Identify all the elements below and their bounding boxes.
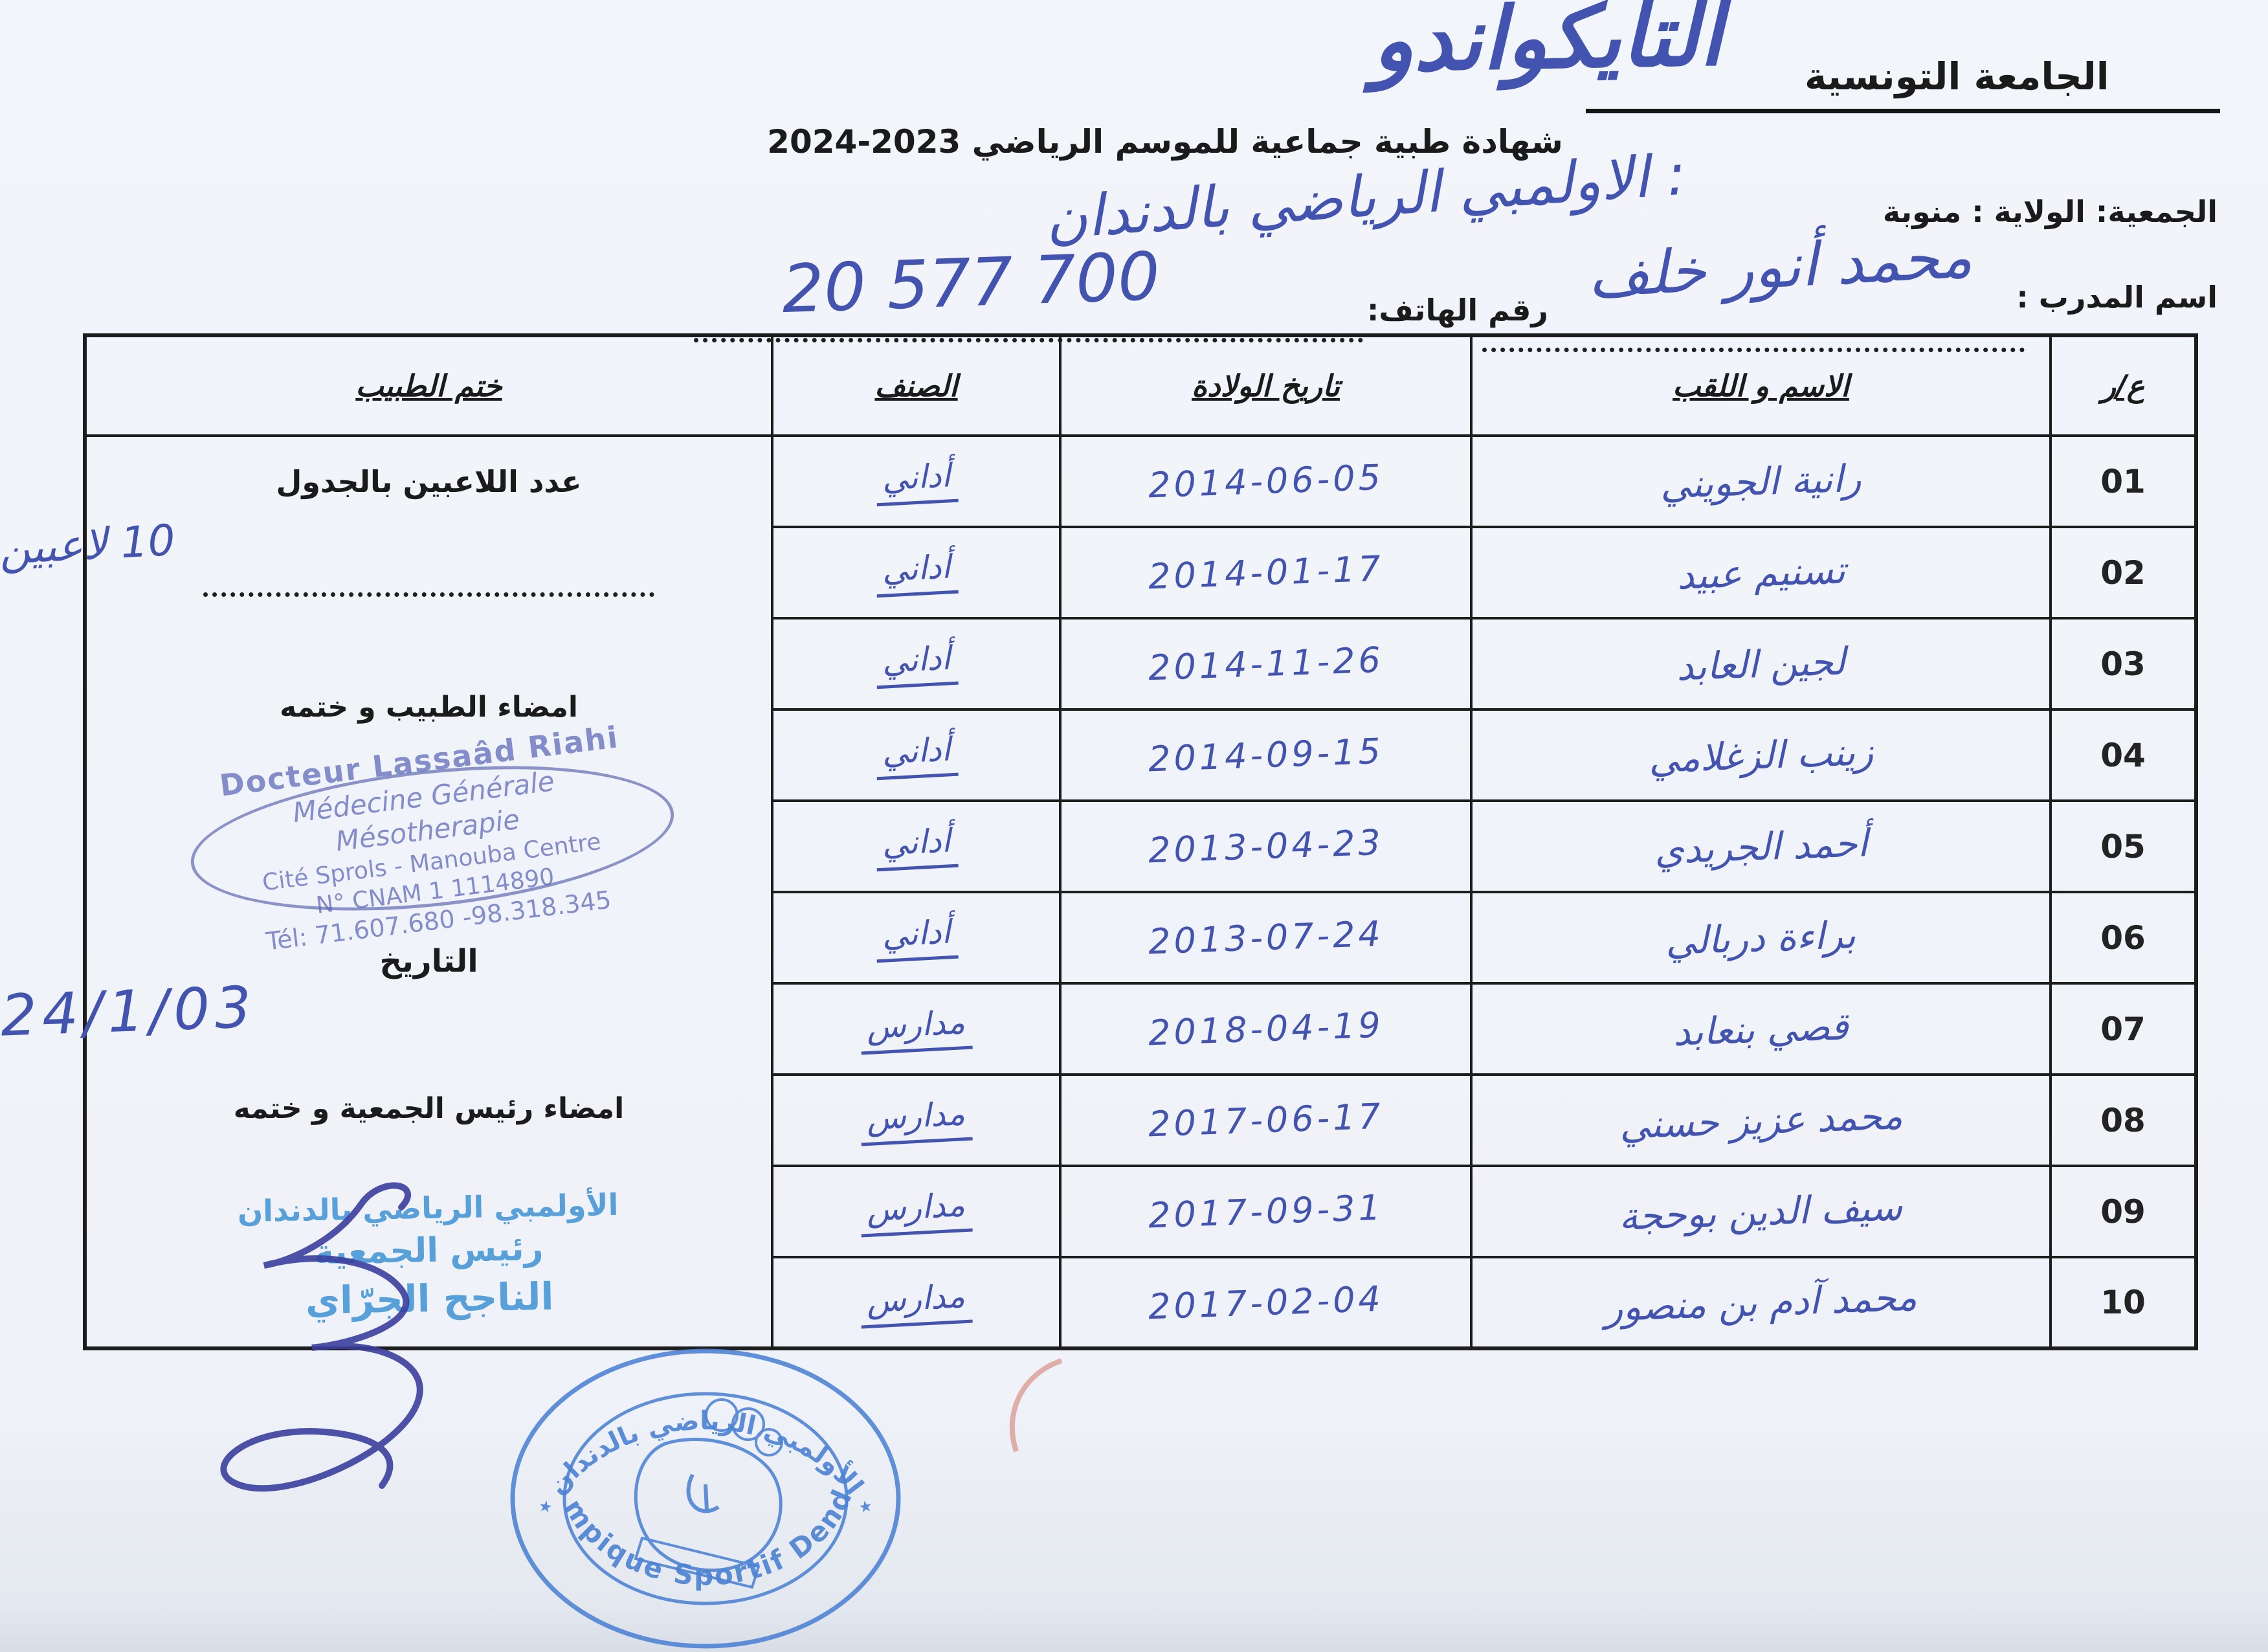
- table-row: 04 زينب الزغلامي 2014-09-15 أداني: [85, 708, 2197, 802]
- col-header-category: الصنف: [771, 334, 1062, 437]
- player-category: مدارس: [771, 982, 1062, 1076]
- players-table: ع/ر الاسم و اللقب تاريخ الولادة الصنف خت…: [0, 333, 2198, 1350]
- player-name: زينب الزغلامي: [1470, 708, 2052, 802]
- player-number: 02: [2049, 526, 2197, 620]
- col-header-number: ع/ر: [2049, 334, 2197, 437]
- player-dob: 2017-09-31: [1059, 1165, 1473, 1258]
- table-row: 02 تسنيم عبيد 2014-01-17 أداني: [85, 526, 2197, 620]
- player-category: أداني: [771, 799, 1062, 893]
- player-category: أداني: [771, 526, 1062, 620]
- doctor-signature-label: امضاء الطبيب و ختمه: [280, 691, 578, 724]
- club-round-stamp: ٭ الأولمبي الرياضي بالدندان ٭ Olympique …: [498, 1345, 901, 1649]
- olympic-ring-icon: [731, 1407, 765, 1441]
- player-number: 06: [2049, 891, 2197, 985]
- table-row: 10 محمد آدم بن منصور 2017-02-04 مدارس: [85, 1256, 2197, 1350]
- player-number: 09: [2049, 1165, 2197, 1258]
- player-name: رانية الجويني: [1470, 434, 2052, 528]
- player-dob: 2014-01-17: [1059, 526, 1473, 620]
- player-category: مدارس: [771, 1073, 1062, 1167]
- president-signature: [220, 1182, 423, 1492]
- player-dob: 2014-11-26: [1059, 617, 1473, 711]
- players-count-dotted-line: [203, 592, 655, 597]
- player-dob: 2013-04-23: [1059, 799, 1473, 893]
- player-name: قصي بنعابد: [1470, 982, 2052, 1076]
- round-stamp-calligraphy: [686, 1473, 720, 1513]
- player-name: تسنيم عبيد: [1470, 526, 2052, 620]
- player-name: سيف الدين بوحجة: [1470, 1165, 2052, 1258]
- table-row: 07 قصي بنعابد 2018-04-19 مدارس: [85, 982, 2197, 1076]
- player-name: أحمد الجريدي: [1470, 799, 2052, 893]
- player-category: أداني: [771, 434, 1062, 528]
- player-number: 03: [2049, 617, 2197, 711]
- page-title: شهادة طبية جماعية للموسم الرياضي 2023-20…: [767, 123, 1563, 161]
- col-header-doctor-stamp: ختم الطبيب: [83, 334, 773, 437]
- phone-label: رقم الهاتف:: [1367, 293, 1548, 328]
- col-header-name: الاسم و اللقب: [1470, 334, 2052, 437]
- round-stamp-emblem: [634, 1438, 783, 1572]
- player-category: مدارس: [771, 1165, 1062, 1258]
- player-dob: 2013-07-24: [1059, 891, 1473, 985]
- table-row: 09 سيف الدين بوحجة 2017-09-31 مدارس: [85, 1165, 2197, 1258]
- coach-name-label: اسم المدرب :: [2016, 280, 2218, 315]
- round-stamp-banner: [634, 1536, 761, 1589]
- round-stamp-inner-ring: [562, 1392, 849, 1605]
- player-category: أداني: [771, 891, 1062, 985]
- player-number: 01: [2049, 434, 2197, 528]
- player-number: 08: [2049, 1073, 2197, 1167]
- player-name: براءة دربالي: [1470, 891, 2052, 985]
- player-dob: 2017-06-17: [1059, 1073, 1473, 1167]
- player-name: محمد آدم بن منصور: [1470, 1256, 2052, 1350]
- player-dob: 2014-06-05: [1059, 434, 1473, 528]
- round-stamp-latin-text: Olympique Sportif Denden: [498, 1345, 857, 1592]
- player-dob: 2014-09-15: [1059, 708, 1473, 802]
- col-header-dob: تاريخ الولادة: [1059, 334, 1473, 437]
- player-category: أداني: [771, 617, 1062, 711]
- table-row: 08 محمد عزيز حسني 2017-06-17 مدارس: [85, 1073, 2197, 1167]
- player-category: مدارس: [771, 1256, 1062, 1350]
- phone-number-handwritten: 20 577 700: [781, 238, 1161, 329]
- table-header-row: ع/ر الاسم و اللقب تاريخ الولادة الصنف خت…: [83, 334, 2197, 437]
- association-governorate-label: الجمعية: الولاية : منوبة: [1882, 194, 2218, 229]
- table-row: 06 براءة دربالي 2013-07-24 أداني: [85, 891, 2197, 985]
- player-number: 04: [2049, 708, 2197, 802]
- federation-name-handwritten: التايكواندو: [1371, 0, 1724, 91]
- player-name: محمد عزيز حسني: [1470, 1073, 2052, 1167]
- table-row: 03 لجين العابد 2014-11-26 أداني: [85, 617, 2197, 711]
- player-category: أداني: [771, 708, 1062, 802]
- player-name: لجين العابد: [1470, 617, 2052, 711]
- table-row: 01 رانية الجويني 2014-06-05 أداني عدد ال…: [0, 434, 2197, 1350]
- date-label: التاريخ: [379, 943, 478, 979]
- coach-name-handwritten: محمد أنور خلف: [1586, 221, 1974, 311]
- player-number: 07: [2049, 982, 2197, 1076]
- player-number: 05: [2049, 799, 2197, 893]
- doctor-stamp-cell: عدد اللاعبين بالجدول 10 لاعبين امضاء الط…: [0, 434, 773, 1350]
- president-signature-label: امضاء رئيس الجمعية و ختمه: [233, 1092, 625, 1125]
- players-count-handwritten: 10 لاعبين: [0, 515, 176, 575]
- player-number: 10: [2049, 1256, 2197, 1350]
- date-handwritten: 2024/1/03: [0, 973, 258, 1053]
- federation-label: الجامعة التونسية: [1805, 54, 2109, 98]
- olympic-ring-icon: [755, 1428, 783, 1457]
- federation-underline: [1586, 109, 2220, 113]
- svg-text:Olympique Sportif Denden: Olympique Sportif Denden: [498, 1345, 859, 1592]
- table-row: 05 أحمد الجريدي 2013-04-23 أداني: [85, 799, 2197, 893]
- round-stamp-outer-ring: [510, 1348, 901, 1649]
- red-pen-mark: [1009, 1358, 1063, 1453]
- player-dob: 2017-02-04: [1059, 1256, 1473, 1350]
- players-count-label: عدد اللاعبين بالجدول: [276, 464, 582, 499]
- player-dob: 2018-04-19: [1059, 982, 1473, 1076]
